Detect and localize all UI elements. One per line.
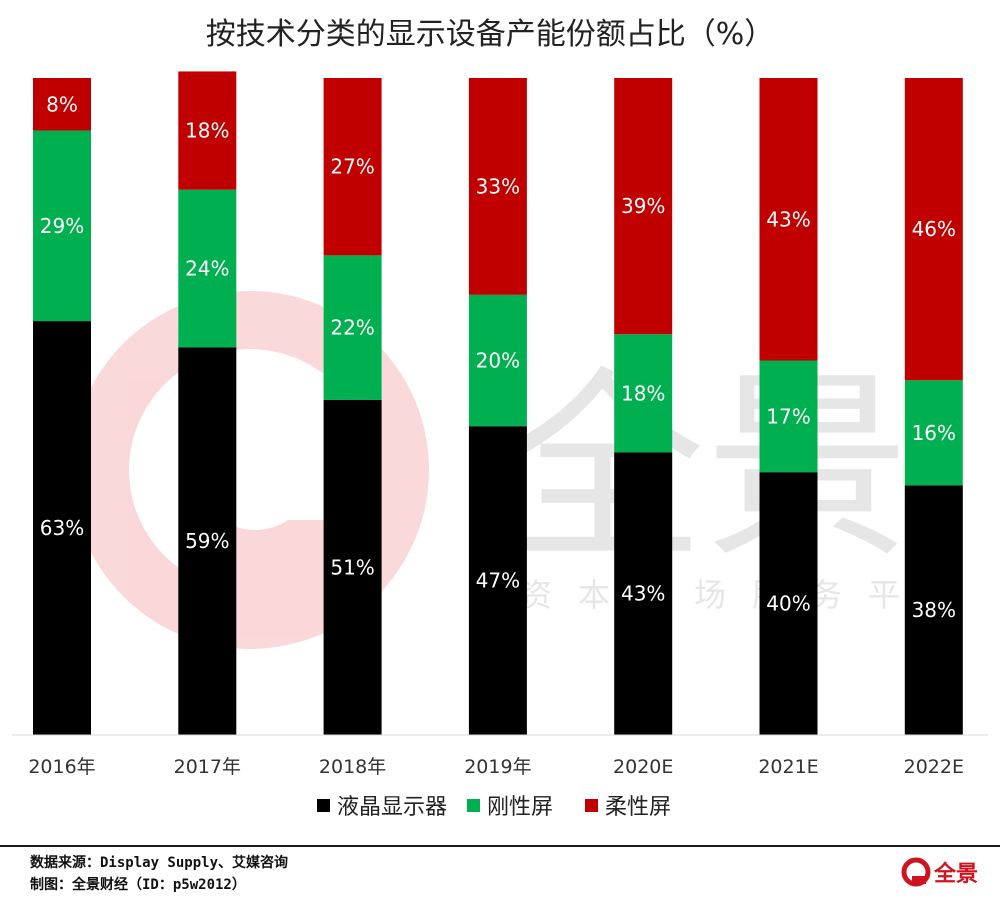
bar-segment <box>759 472 818 735</box>
data-label: 27% <box>330 155 374 179</box>
bar-segment <box>614 452 673 735</box>
bar-segment <box>759 78 818 361</box>
x-tick-label: 2016年 <box>28 756 95 778</box>
bars-group <box>33 71 963 735</box>
data-label: 59% <box>185 529 229 553</box>
bar-segment <box>178 347 237 735</box>
bar-segment <box>33 130 91 322</box>
source-note: 数据来源：Display Supply、艾媒咨询 <box>30 854 288 871</box>
x-tick-label: 2021E <box>758 756 818 778</box>
legend: 液晶显示器 刚性屏 柔性屏 <box>317 795 671 820</box>
data-label: 40% <box>766 592 810 616</box>
bar-segment <box>323 255 382 400</box>
bar-segment <box>33 321 91 735</box>
bar-segment <box>323 399 382 735</box>
legend-swatch <box>467 799 480 812</box>
watermark-brand-text: 全景 <box>500 351 910 589</box>
bar-segment <box>323 78 382 256</box>
data-label: 24% <box>185 257 229 281</box>
legend-swatch <box>317 799 330 812</box>
data-label: 38% <box>912 598 956 622</box>
bar-segment <box>904 78 963 381</box>
brand-logo-icon <box>901 857 931 887</box>
data-label: 18% <box>185 119 229 143</box>
bar-segment <box>178 71 237 190</box>
bar-segment <box>33 78 91 131</box>
data-label: 18% <box>621 381 665 405</box>
bar-segment <box>904 380 963 486</box>
legend-swatch <box>585 799 598 812</box>
legend-label: 刚性屏 <box>487 795 553 820</box>
watermark-slogan-text: 资本市场服务平台 <box>520 576 984 614</box>
x-tick-labels: 2016年 2017年 2018年 2019年 2020E 2021E 2022E <box>28 756 964 778</box>
bar-segment <box>178 189 237 348</box>
data-label: 20% <box>476 349 520 373</box>
bar-segment <box>614 78 673 335</box>
credit-note: 制图：全景财经（ID：p5w2012） <box>30 876 246 893</box>
chart-title: 按技术分类的显示设备产能份额占比（%） <box>206 17 775 52</box>
data-label: 29% <box>40 214 84 238</box>
legend-label: 柔性屏 <box>605 795 671 820</box>
data-label: 43% <box>766 207 810 231</box>
bar-segment <box>904 485 963 735</box>
x-tick-label: 2019年 <box>464 756 531 778</box>
bar-segment <box>468 426 527 735</box>
x-tick-label: 2020E <box>613 756 673 778</box>
data-label: 16% <box>912 421 956 445</box>
brand-logo-text: 全景 <box>933 861 978 887</box>
data-label: 43% <box>621 582 665 606</box>
x-tick-label: 2022E <box>904 756 964 778</box>
data-label: 22% <box>330 316 374 340</box>
x-tick-label: 2017年 <box>174 756 241 778</box>
brand-logo: 全景 <box>901 857 978 887</box>
data-label: 47% <box>476 569 520 593</box>
x-tick-label: 2018年 <box>319 756 386 778</box>
data-label: 17% <box>766 404 810 428</box>
data-labels-group: 63% 29% 8% 59% 24% 18% 51% 22% 27% 47% 20% 33% 43% 18… <box>40 92 956 622</box>
data-label: 8% <box>46 92 78 116</box>
data-label: 51% <box>330 555 374 579</box>
legend-label: 液晶显示器 <box>337 795 447 820</box>
data-label: 46% <box>912 217 956 241</box>
bar-segment <box>614 334 673 453</box>
data-label: 63% <box>40 516 84 540</box>
bar-segment <box>759 360 818 473</box>
bar-segment <box>468 294 527 427</box>
data-label: 33% <box>476 174 520 198</box>
bar-segment <box>468 78 527 295</box>
data-label: 39% <box>621 194 665 218</box>
